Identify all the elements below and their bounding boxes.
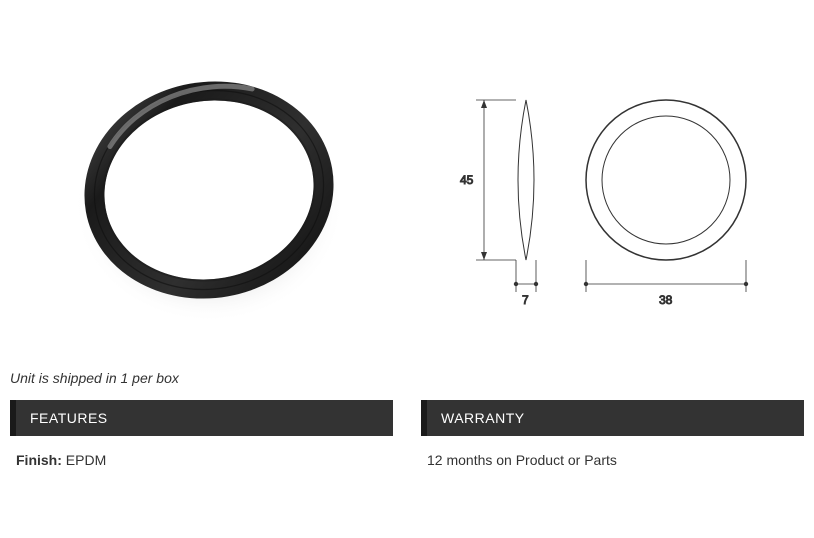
side-profile: 45 7 <box>460 100 538 307</box>
product-photo <box>10 30 407 350</box>
dim-diameter: 38 <box>659 293 673 307</box>
diagram-area: 45 7 38 <box>407 30 804 350</box>
warranty-panel: WARRANTY 12 months on Product or Parts <box>421 400 804 484</box>
features-body: Finish: EPDM <box>10 436 393 484</box>
dim-width: 7 <box>522 293 529 307</box>
warranty-body: 12 months on Product or Parts <box>421 436 804 484</box>
technical-diagram-svg: 45 7 38 <box>436 60 776 320</box>
ring-photo-svg <box>59 40 359 340</box>
shipping-note: Unit is shipped in 1 per box <box>0 360 814 400</box>
features-panel: FEATURES Finish: EPDM <box>10 400 393 484</box>
warranty-header: WARRANTY <box>421 400 804 436</box>
dim-height: 45 <box>460 173 474 187</box>
image-area: 45 7 38 <box>0 0 814 360</box>
finish-value: EPDM <box>62 452 106 468</box>
front-view: 38 <box>583 100 747 307</box>
info-panels: FEATURES Finish: EPDM WARRANTY 12 months… <box>0 400 814 484</box>
finish-label: Finish: <box>16 452 62 468</box>
features-header: FEATURES <box>10 400 393 436</box>
